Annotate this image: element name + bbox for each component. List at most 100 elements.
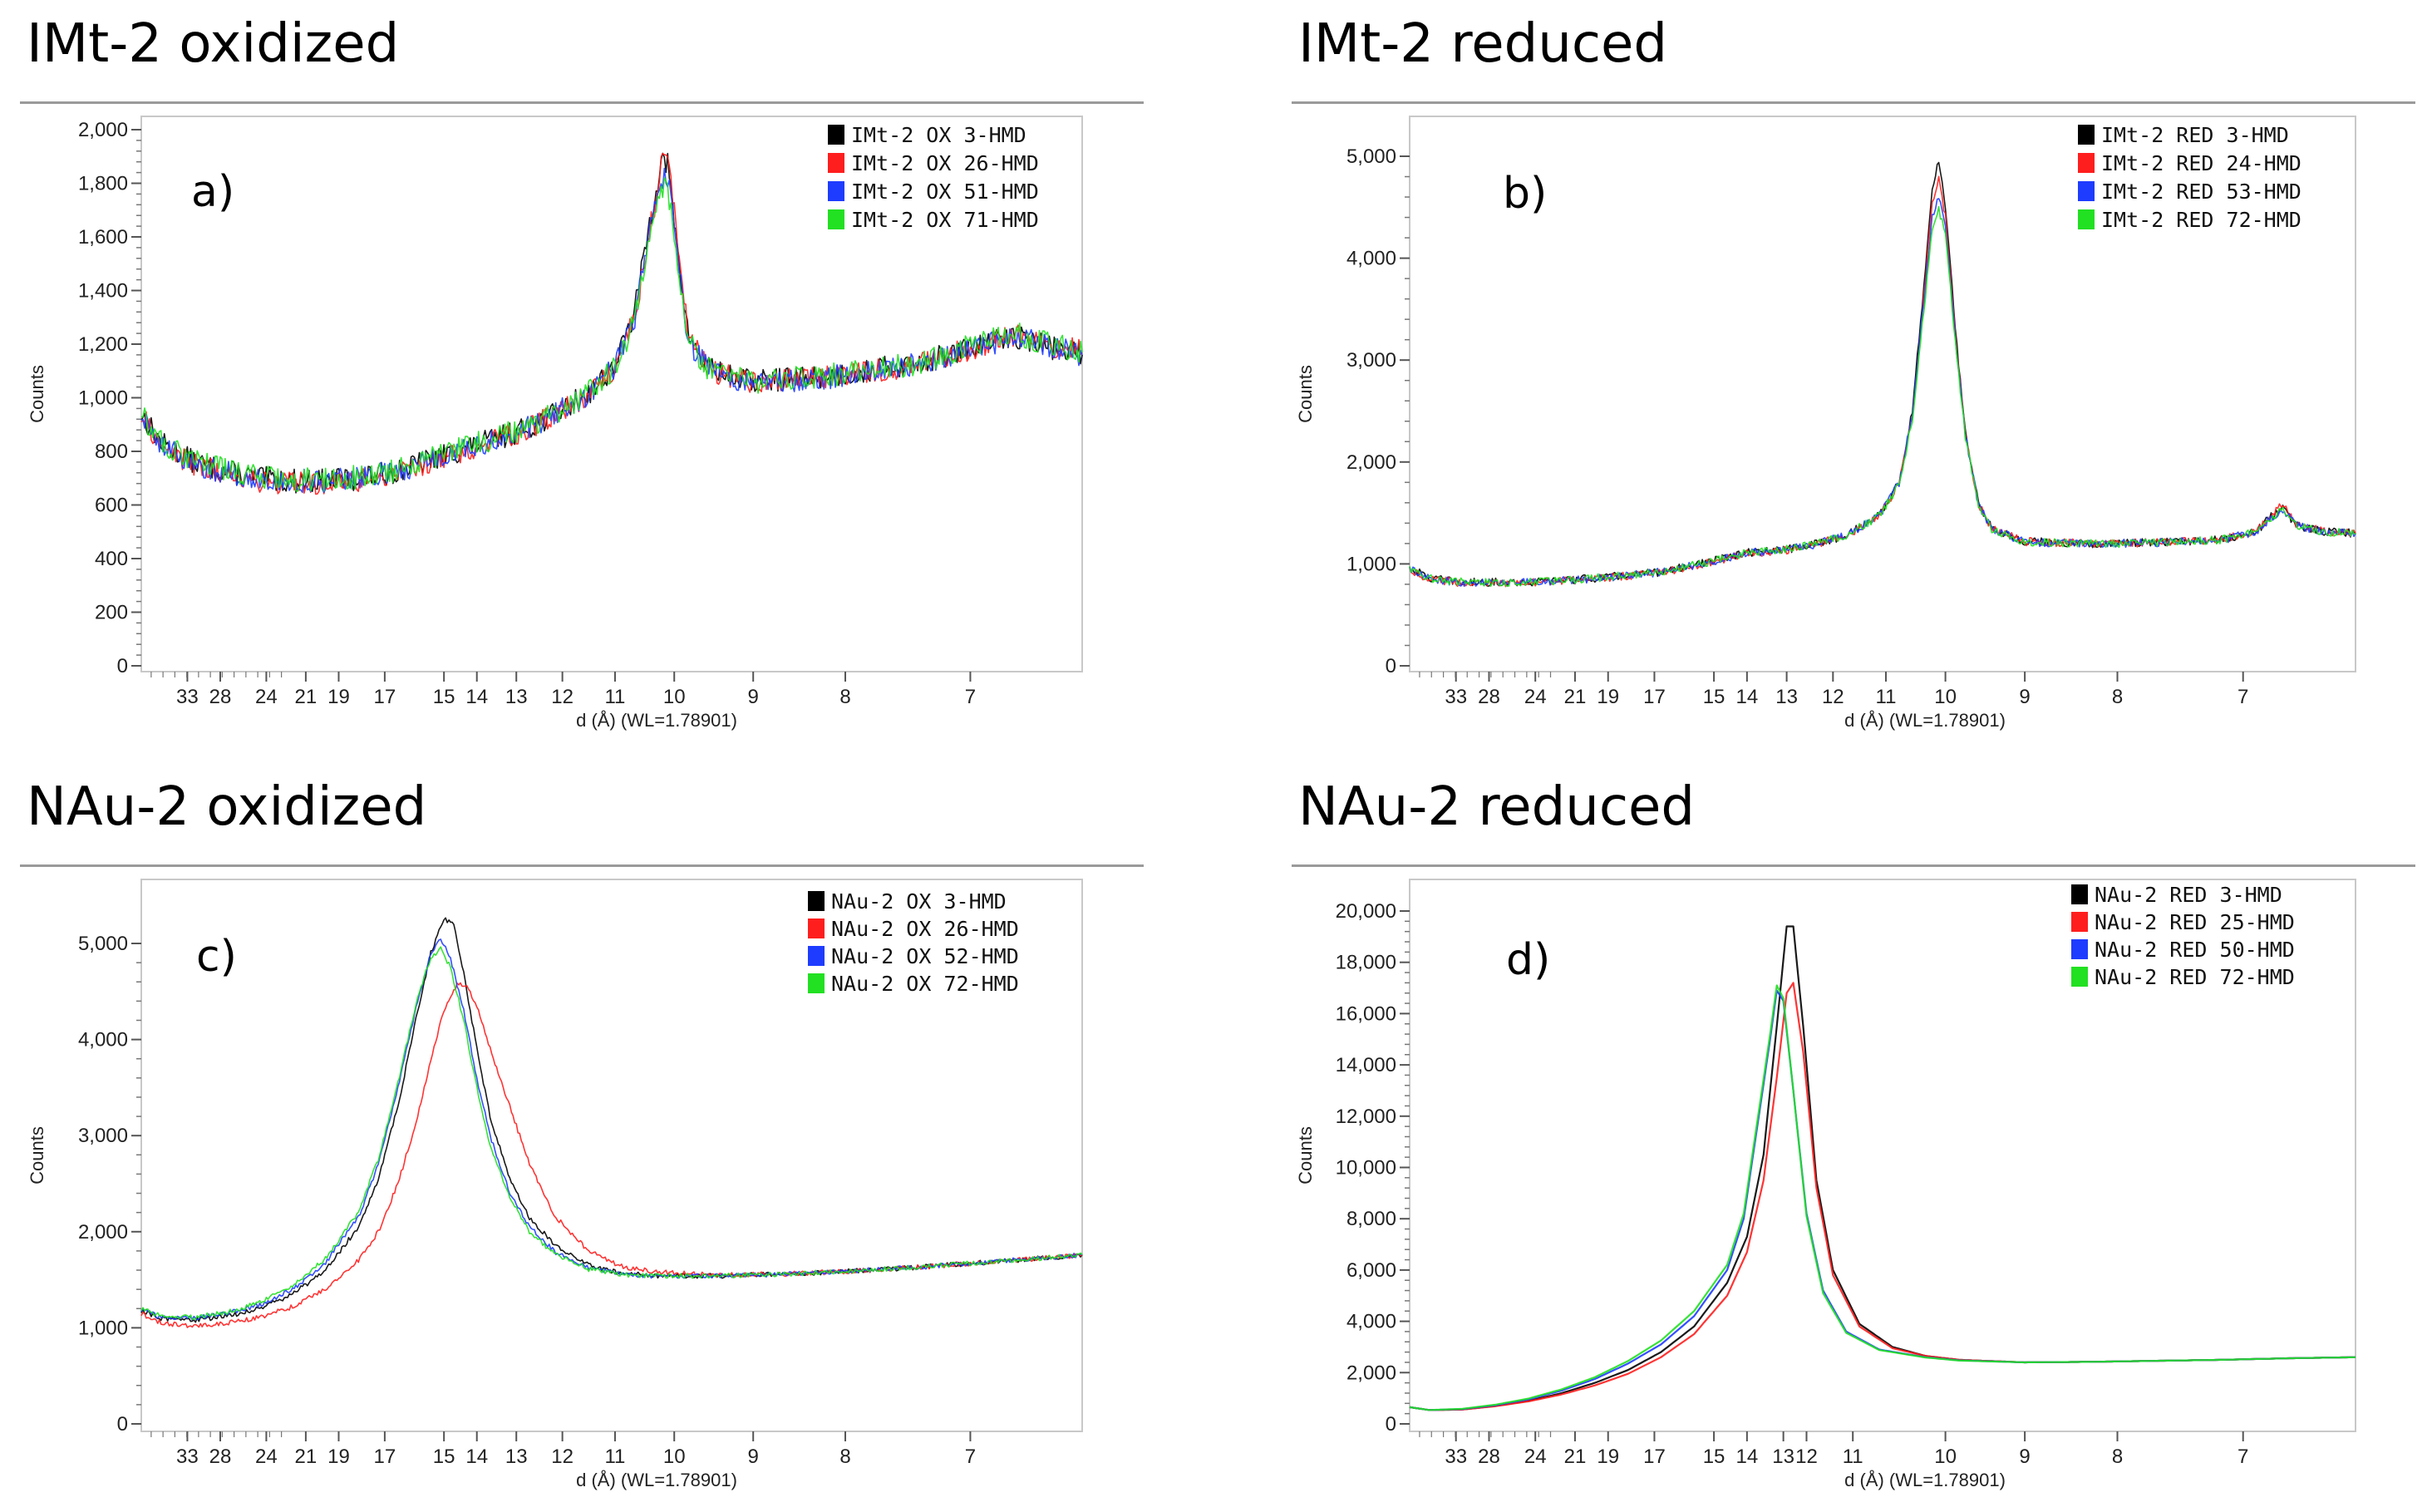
y-tick-label: 1,800 [78, 173, 128, 195]
legend-swatch [2078, 181, 2095, 201]
y-axis-title: Counts [1295, 365, 1316, 423]
y-tick-label: 400 [95, 548, 128, 570]
plot-frame [1409, 116, 2356, 672]
y-tick-label: 1,000 [78, 387, 128, 410]
legend-label: IMt-2 RED 53-HMD [2101, 180, 2301, 204]
x-tick-label: 11 [1843, 1446, 1863, 1468]
x-tick-label: 21 [295, 686, 318, 708]
y-tick-label: 1,000 [78, 1317, 128, 1339]
x-tick-label: 19 [327, 686, 350, 708]
x-tick-label: 12 [551, 686, 574, 708]
x-tick-label: 9 [2019, 686, 2030, 708]
legend-label: NAu-2 OX 3-HMD [831, 889, 1007, 914]
panel-title: NAu-2 oxidized [27, 776, 427, 838]
panel-letter: d) [1506, 935, 1550, 985]
legend-label: IMt-2 OX 26-HMD [851, 151, 1039, 175]
x-tick-label: 8 [2112, 686, 2123, 708]
panel-letter: c) [196, 932, 237, 982]
series-line [1409, 925, 2356, 1411]
x-tick-label: 8 [839, 1446, 850, 1468]
x-tick-label: 15 [1703, 686, 1725, 708]
y-tick-label: 2,000 [78, 1221, 128, 1244]
x-tick-label: 24 [255, 686, 278, 708]
x-tick-label: 33 [1445, 686, 1467, 708]
x-tick-label: 15 [433, 686, 455, 708]
x-axis-title: d (Å) (WL=1.78901) [576, 710, 737, 731]
legend-swatch [2078, 125, 2095, 145]
y-tick-label: 2,000 [1346, 451, 1396, 474]
y-tick-label: 1,200 [78, 333, 128, 356]
y-tick-label: 16,000 [1336, 1002, 1396, 1025]
x-tick-label: 13 [1775, 686, 1798, 708]
legend-swatch [808, 946, 825, 966]
legend-label: NAu-2 OX 72-HMD [831, 972, 1019, 996]
x-tick-label: 28 [209, 1446, 232, 1468]
x-tick-label: 10 [1934, 686, 1957, 708]
x-tick-label: 11 [604, 686, 625, 708]
chart-nau2-reduced: 0 2,000 4,000 6,000 8,000 10,000 12,000 14,000 1… [1295, 879, 2356, 1490]
y-tick-label: 18,000 [1336, 952, 1396, 974]
plot-frame [140, 116, 1083, 672]
x-tick-label: 33 [176, 1446, 199, 1468]
y-tick-label: 2,000 [1346, 1362, 1396, 1384]
legend-label: IMt-2 OX 71-HMD [851, 208, 1039, 232]
x-tick-label: 21 [1564, 686, 1587, 708]
x-tick-label: 19 [1597, 1446, 1619, 1468]
y-tick-label: 1,000 [1346, 553, 1396, 575]
title-divider [1292, 864, 2415, 867]
legend-swatch [808, 919, 825, 938]
x-tick-label: 9 [2019, 1446, 2030, 1468]
x-tick-label: 9 [748, 686, 759, 708]
legend-swatch [808, 973, 825, 993]
legend-label: NAu-2 RED 72-HMD [2095, 965, 2295, 989]
chart-nau2-oxidized: 0 1,000 2,000 3,000 4,000 5,000 33 28 24 21 19 17 15… [27, 879, 1083, 1490]
panel-title: IMt-2 reduced [1298, 13, 1667, 75]
y-tick-label: 200 [95, 602, 128, 624]
x-tick-label: 15 [433, 1446, 455, 1468]
y-tick-label: 2,000 [78, 119, 128, 141]
x-tick-label: 15 [1703, 1446, 1725, 1468]
x-tick-label: 21 [295, 1446, 318, 1468]
x-tick-label: 14 [1736, 1446, 1759, 1468]
x-axis-title: d (Å) (WL=1.78901) [576, 1470, 737, 1490]
x-tick-label: 17 [1643, 1446, 1666, 1468]
y-tick-label: 6,000 [1346, 1259, 1396, 1282]
x-tick-label: 12 [1822, 686, 1844, 708]
legend-swatch [808, 891, 825, 911]
legend-label: NAu-2 RED 50-HMD [2095, 938, 2295, 962]
x-axis-title: d (Å) (WL=1.78901) [1844, 1470, 2006, 1490]
x-tick-label: 33 [1445, 1446, 1467, 1468]
y-tick-label: 5,000 [1346, 145, 1396, 168]
legend-label: IMt-2 OX 51-HMD [851, 180, 1039, 204]
series-line [1409, 982, 2356, 1411]
title-divider [20, 864, 1144, 867]
y-axis-title: Counts [1295, 1126, 1316, 1184]
x-tick-label: 14 [1736, 686, 1759, 708]
x-tick-label: 8 [2112, 1446, 2123, 1468]
chart-imt2-oxidized: 0 200 400 600 800 1,000 1,200 1,400 1,600 1,800 2,… [27, 116, 1083, 731]
legend-swatch [828, 125, 844, 145]
y-tick-label: 20,000 [1336, 900, 1396, 923]
x-tick-label: 13 [505, 686, 528, 708]
title-divider [1292, 101, 2415, 104]
x-tick-label: 13 [505, 1446, 528, 1468]
legend-swatch [2078, 209, 2095, 229]
series-line [140, 152, 1083, 494]
series-line [140, 177, 1083, 492]
x-tick-label: 28 [1478, 1446, 1500, 1468]
legend-label: NAu-2 RED 3-HMD [2095, 883, 2282, 907]
y-tick-label: 5,000 [78, 933, 128, 955]
y-tick-label: 8,000 [1346, 1208, 1396, 1230]
series-line [1409, 175, 2356, 588]
x-tick-label: 28 [1478, 686, 1500, 708]
x-tick-label: 17 [1643, 686, 1666, 708]
legend-swatch [2078, 153, 2095, 173]
x-tick-label: 24 [1524, 1446, 1547, 1468]
x-tick-label: 19 [1597, 686, 1619, 708]
legend-swatch [2071, 884, 2088, 904]
legend-label: IMt-2 RED 3-HMD [2101, 123, 2289, 147]
x-tick-label: 10 [663, 686, 686, 708]
y-tick-label: 0 [117, 655, 128, 677]
legend-label: IMt-2 RED 24-HMD [2101, 151, 2301, 175]
y-tick-label: 1,400 [78, 280, 128, 303]
